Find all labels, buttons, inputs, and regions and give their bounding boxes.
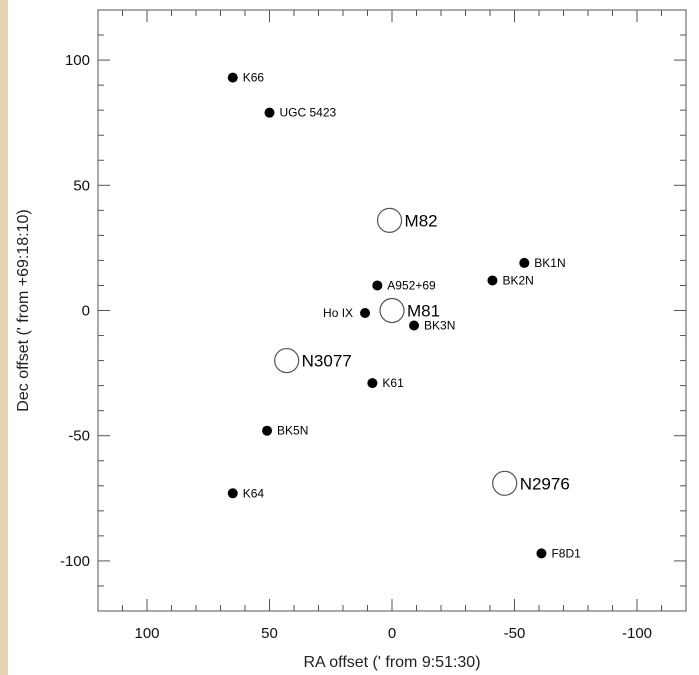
x-tick-label: -100 [622, 625, 652, 642]
galaxy-dot-marker [487, 275, 498, 286]
galaxy-label: K61 [382, 376, 404, 390]
y-tick-label: 100 [65, 52, 90, 69]
galaxy-dot-marker [227, 488, 238, 499]
galaxy-dot-marker [536, 548, 547, 559]
galaxy-label: N2976 [520, 474, 570, 493]
y-axis-label: Dec offset (' from +69:18:10) [15, 209, 32, 411]
y-tick-label: 0 [82, 303, 90, 320]
galaxy-label: BK3N [424, 319, 455, 333]
galaxy-label: N3077 [302, 352, 352, 371]
galaxy-label: UGC 5423 [280, 106, 337, 120]
x-tick-label: 0 [388, 625, 396, 642]
galaxy-label: BK2N [502, 273, 533, 287]
galaxy-dot-marker [262, 425, 273, 436]
galaxy-label: K66 [243, 71, 265, 85]
chart-background [8, 0, 699, 675]
galaxy-label: BK5N [277, 424, 308, 438]
galaxy-label: A952+69 [387, 278, 436, 292]
galaxy-label: M82 [405, 211, 438, 230]
galaxy-dot-marker [227, 72, 238, 83]
x-tick-label: 100 [134, 625, 159, 642]
galaxy-dot-marker [367, 378, 378, 389]
galaxy-label: F8D1 [551, 546, 581, 560]
galaxy-dot-marker [372, 280, 383, 291]
y-tick-label: 50 [73, 177, 90, 194]
galaxy-label: M81 [407, 302, 440, 321]
galaxy-dot-marker [360, 308, 371, 319]
x-tick-label: -50 [504, 625, 526, 642]
galaxy-dot-marker [264, 107, 275, 118]
galaxy-ring-marker [379, 297, 405, 324]
x-axis-label: RA offset (' from 9:51:30) [303, 654, 480, 671]
galaxy-ring-marker [376, 207, 403, 233]
galaxy-label: BK1N [534, 256, 565, 270]
galaxy-dot-marker [409, 320, 420, 331]
y-tick-label: -50 [68, 428, 90, 445]
galaxy-label: Ho IX [323, 306, 353, 320]
x-tick-label: 50 [261, 625, 278, 642]
galaxy-label: K64 [243, 486, 265, 500]
galaxy-ring-marker [492, 470, 518, 496]
galaxy-dot-marker [519, 257, 530, 268]
y-tick-label: -100 [60, 553, 90, 570]
galaxy-ring-marker [274, 347, 300, 374]
